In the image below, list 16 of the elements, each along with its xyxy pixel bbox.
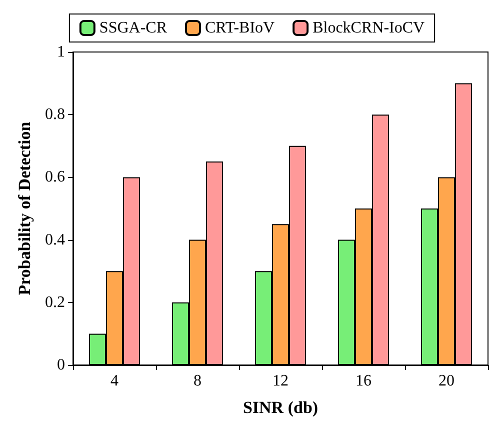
x-tick-label: 16 (356, 372, 372, 390)
y-tick-label: 0 (57, 356, 65, 374)
x-tick-label: 4 (110, 372, 118, 390)
legend-label: BlockCRN-IoCV (312, 20, 426, 36)
x-tick-label: 20 (438, 372, 454, 390)
y-tick-label: 0.4 (45, 231, 65, 248)
x-tick-label: 8 (194, 372, 202, 390)
y-tick-label: 0.2 (45, 294, 65, 311)
y-tick-label: 0.8 (45, 106, 65, 124)
legend-label: SSGA-CR (99, 20, 168, 36)
y-axis-title: Probability of Detection (15, 121, 34, 296)
y-tick-label: 0.6 (45, 168, 65, 186)
x-tick-label: 12 (272, 372, 288, 390)
legend-label: CRT-BIoV (205, 20, 276, 36)
y-tick-label: 1 (57, 44, 65, 60)
x-axis-title: SINR (db) (242, 398, 318, 417)
